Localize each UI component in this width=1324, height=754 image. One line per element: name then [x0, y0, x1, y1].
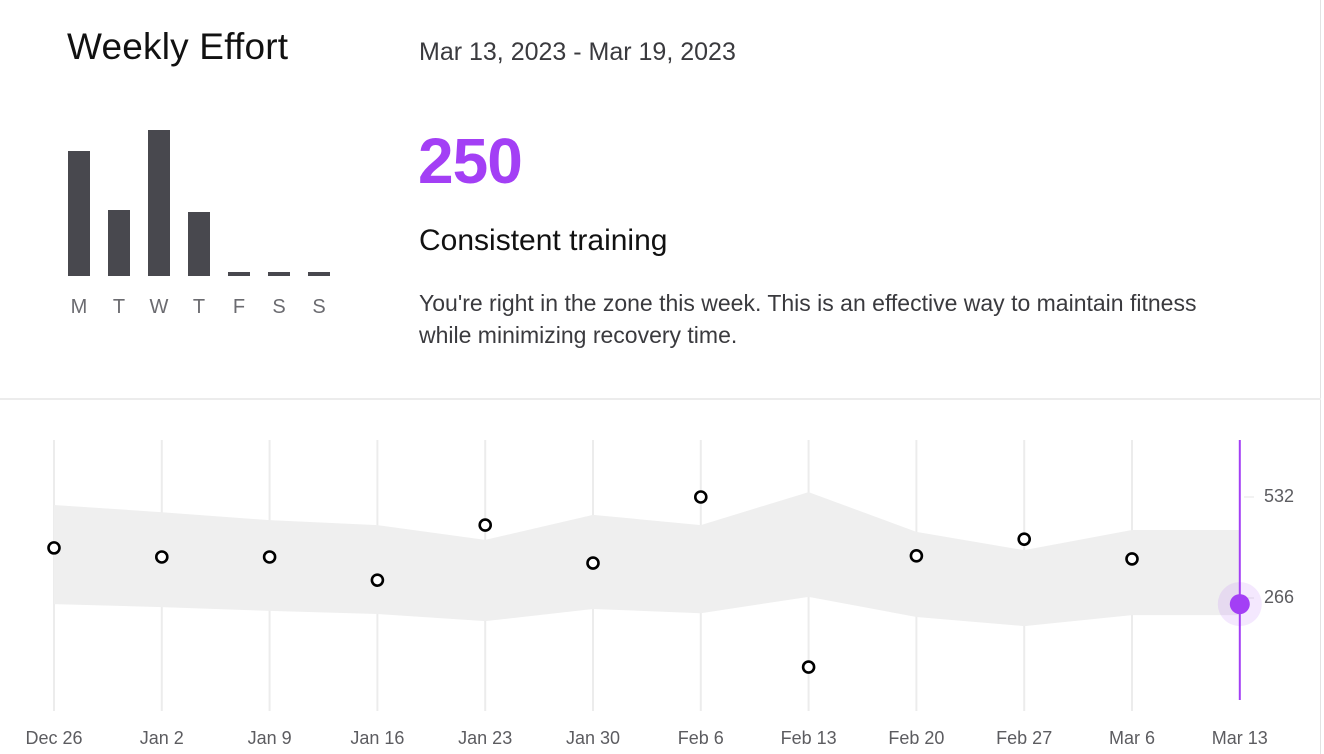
day-bar	[308, 272, 330, 276]
day-bar	[68, 151, 90, 276]
data-point[interactable]	[586, 556, 600, 570]
day-label: W	[149, 296, 169, 318]
data-point[interactable]	[262, 550, 277, 564]
page-title: Weekly Effort	[67, 26, 289, 67]
x-axis-label: Jan 30	[565, 728, 621, 748]
day-label: T	[112, 296, 126, 318]
day-label: F	[232, 296, 246, 318]
status-heading: Consistent training	[419, 224, 668, 257]
data-point[interactable]	[1017, 532, 1031, 546]
data-point[interactable]	[1125, 552, 1139, 566]
x-axis-label: Mar 6	[1108, 728, 1156, 748]
current-week-point[interactable]	[1229, 594, 1250, 615]
day-label: T	[192, 296, 206, 318]
day-bar	[148, 130, 170, 276]
day-label: S	[272, 296, 286, 318]
data-point[interactable]	[370, 573, 385, 587]
data-point[interactable]	[155, 550, 169, 564]
y-axis-label: 532	[1264, 486, 1295, 506]
effort-score: 250	[418, 125, 523, 197]
date-range: Mar 13, 2023 - Mar 19, 2023	[419, 38, 736, 66]
x-axis-label: Feb 20	[888, 728, 945, 748]
daily-effort-bar-chart	[68, 130, 330, 276]
data-point[interactable]	[47, 541, 61, 555]
x-axis-label: Mar 13	[1211, 728, 1268, 748]
day-bar	[108, 210, 130, 276]
day-label: S	[312, 296, 326, 318]
y-axis-label: 266	[1264, 587, 1295, 607]
data-point[interactable]	[801, 660, 816, 674]
x-axis-label: Feb 27	[996, 728, 1053, 748]
data-point[interactable]	[693, 490, 708, 504]
day-bar	[228, 272, 250, 276]
x-axis-label: Jan 16	[350, 728, 405, 748]
normal-range-band	[54, 492, 1240, 627]
x-axis-label: Jan 9	[247, 728, 292, 748]
data-point[interactable]	[909, 549, 924, 563]
day-label: M	[70, 296, 88, 318]
data-point[interactable]	[478, 518, 493, 532]
day-bar	[188, 212, 210, 276]
x-axis-label: Dec 26	[25, 728, 83, 748]
status-description: You're right in the zone this week. This…	[419, 290, 1197, 348]
x-axis-label: Jan 2	[139, 728, 184, 748]
x-axis-label: Jan 23	[458, 728, 513, 748]
x-axis-label: Feb 13	[780, 728, 837, 748]
x-axis-label: Feb 6	[677, 728, 724, 748]
day-bar	[268, 272, 290, 276]
section-divider	[0, 398, 1321, 400]
